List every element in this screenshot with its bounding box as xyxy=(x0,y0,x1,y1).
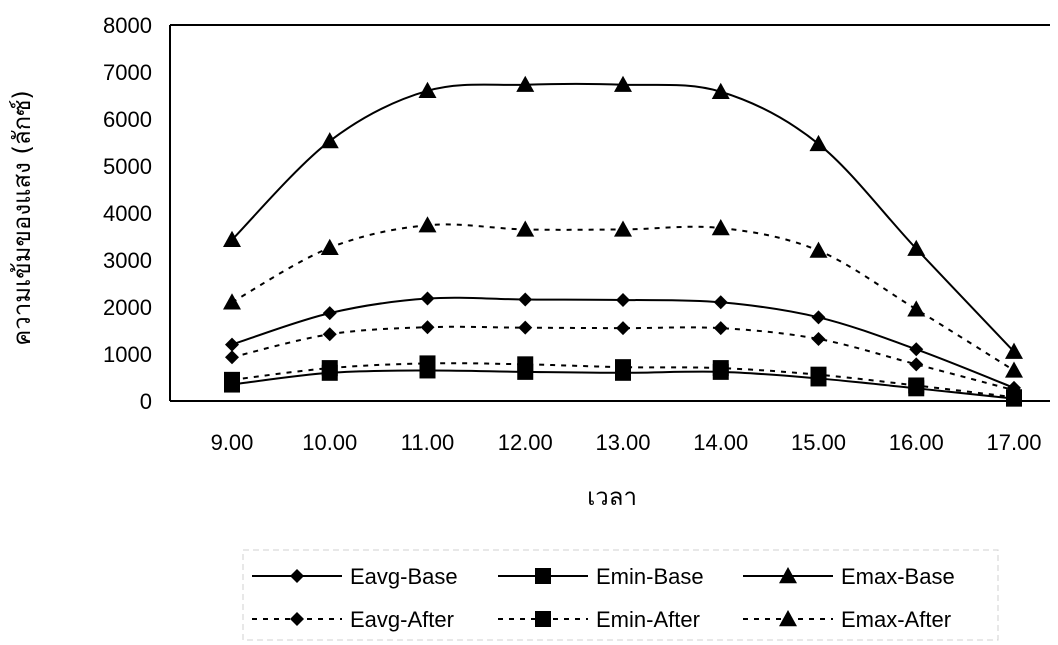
data-point-eavg-after xyxy=(616,321,630,336)
data-point-emin-after xyxy=(224,371,240,388)
y-tick-label: 4000 xyxy=(103,201,152,226)
data-point-emax-after xyxy=(907,300,926,317)
x-axis-title: เวลา xyxy=(587,483,637,511)
y-axis-title: ความเข้มของแสง (ลักซ์) xyxy=(8,90,36,346)
data-point-emin-after xyxy=(419,355,436,372)
y-tick-label: 5000 xyxy=(103,154,152,179)
data-point-eavg-base xyxy=(420,291,435,306)
x-tick-label: 11.00 xyxy=(401,430,454,455)
data-point-emax-base xyxy=(223,230,241,247)
x-tick-label: 10.00 xyxy=(302,430,357,455)
y-tick-label: 3000 xyxy=(103,248,152,273)
legend-marker xyxy=(779,610,797,627)
data-point-eavg-after xyxy=(518,320,533,335)
legend-item-emax-base: Emax-Base xyxy=(743,564,955,589)
data-point-emin-after xyxy=(615,359,631,376)
legend-item-eavg-base: Eavg-Base xyxy=(252,564,458,589)
data-point-eavg-base xyxy=(616,292,630,307)
y-tick-label: 2000 xyxy=(103,295,152,320)
data-point-emax-base xyxy=(711,82,730,99)
data-point-eavg-after xyxy=(225,350,239,365)
data-point-emin-after xyxy=(517,356,534,373)
x-tick-label: 15.00 xyxy=(791,430,846,455)
legend-label: Emin-After xyxy=(596,607,700,632)
legend-border xyxy=(242,549,999,641)
legend-marker xyxy=(535,611,551,627)
data-point-emax-after xyxy=(516,220,535,237)
data-point-eavg-base xyxy=(811,310,826,325)
data-point-emax-after xyxy=(418,216,437,233)
legend-item-emax-after: Emax-After xyxy=(743,607,951,632)
series-emax-after xyxy=(223,216,1023,378)
y-tick-label: 1000 xyxy=(103,342,152,367)
legend-item-eavg-after: Eavg-After xyxy=(252,607,454,632)
legend-item-emin-after: Emin-After xyxy=(498,607,700,632)
legend-label: Eavg-Base xyxy=(350,564,458,589)
x-tick-label: 17.00 xyxy=(986,430,1041,455)
y-tick-label: 8000 xyxy=(103,13,152,38)
data-point-emax-after xyxy=(1005,361,1023,378)
data-point-emax-after xyxy=(320,238,339,255)
data-point-emin-after xyxy=(810,366,827,383)
data-point-eavg-after xyxy=(713,321,728,336)
data-point-emax-after xyxy=(614,220,632,237)
data-point-eavg-after xyxy=(811,331,826,346)
data-point-eavg-base xyxy=(909,342,924,357)
data-point-emax-after xyxy=(223,293,241,310)
data-point-emin-after xyxy=(321,360,338,377)
data-point-eavg-after xyxy=(909,357,924,372)
data-point-emax-base xyxy=(1005,342,1023,359)
x-tick-label: 14.00 xyxy=(693,430,748,455)
data-point-emax-base xyxy=(516,75,535,92)
legend-marker xyxy=(779,567,797,584)
legend-marker xyxy=(290,612,304,626)
series-emax-base xyxy=(223,75,1023,359)
legend-item-emin-base: Emin-Base xyxy=(498,564,704,589)
series-line-emax-base xyxy=(231,82,1015,353)
series-eavg-after xyxy=(225,320,1021,398)
legend-marker xyxy=(290,569,304,583)
data-point-emax-base xyxy=(320,132,339,149)
data-point-emax-after xyxy=(809,241,828,258)
data-point-emin-after xyxy=(1006,389,1022,406)
legend-label: Emin-Base xyxy=(596,564,704,589)
legend-label: Emax-Base xyxy=(841,564,955,589)
series-line-eavg-after xyxy=(231,325,1015,392)
x-tick-label: 12.00 xyxy=(498,430,553,455)
y-tick-label: 6000 xyxy=(103,107,152,132)
data-point-emax-base xyxy=(809,134,828,152)
y-tick-label: 7000 xyxy=(103,60,152,85)
data-point-eavg-base xyxy=(225,337,239,352)
data-point-eavg-base xyxy=(518,292,533,307)
data-point-eavg-base xyxy=(713,295,728,310)
legend-label: Eavg-After xyxy=(350,607,454,632)
data-point-emin-after xyxy=(712,360,729,377)
x-tick-label: 13.00 xyxy=(595,430,650,455)
data-point-emax-after xyxy=(711,219,730,236)
x-tick-label: 9.00 xyxy=(211,430,254,455)
data-point-emax-base xyxy=(907,239,926,256)
data-point-emin-after xyxy=(908,377,925,394)
data-point-eavg-after xyxy=(322,327,337,342)
legend: Eavg-Base Emin-Base Emax-Base Eavg-After Emi… xyxy=(242,549,999,641)
x-tick-label: 16.00 xyxy=(889,430,944,455)
legend-marker xyxy=(535,568,551,584)
data-point-emax-base xyxy=(614,75,632,92)
series-emin-after xyxy=(224,355,1022,406)
legend-label: Emax-After xyxy=(841,607,951,632)
data-point-eavg-after xyxy=(420,320,435,335)
data-point-emax-base xyxy=(418,81,437,98)
y-tick-label: 0 xyxy=(140,389,152,414)
data-point-eavg-base xyxy=(322,306,337,321)
y-axis-title-group: ความเข้มของแสง (ลักซ์) xyxy=(8,90,36,346)
